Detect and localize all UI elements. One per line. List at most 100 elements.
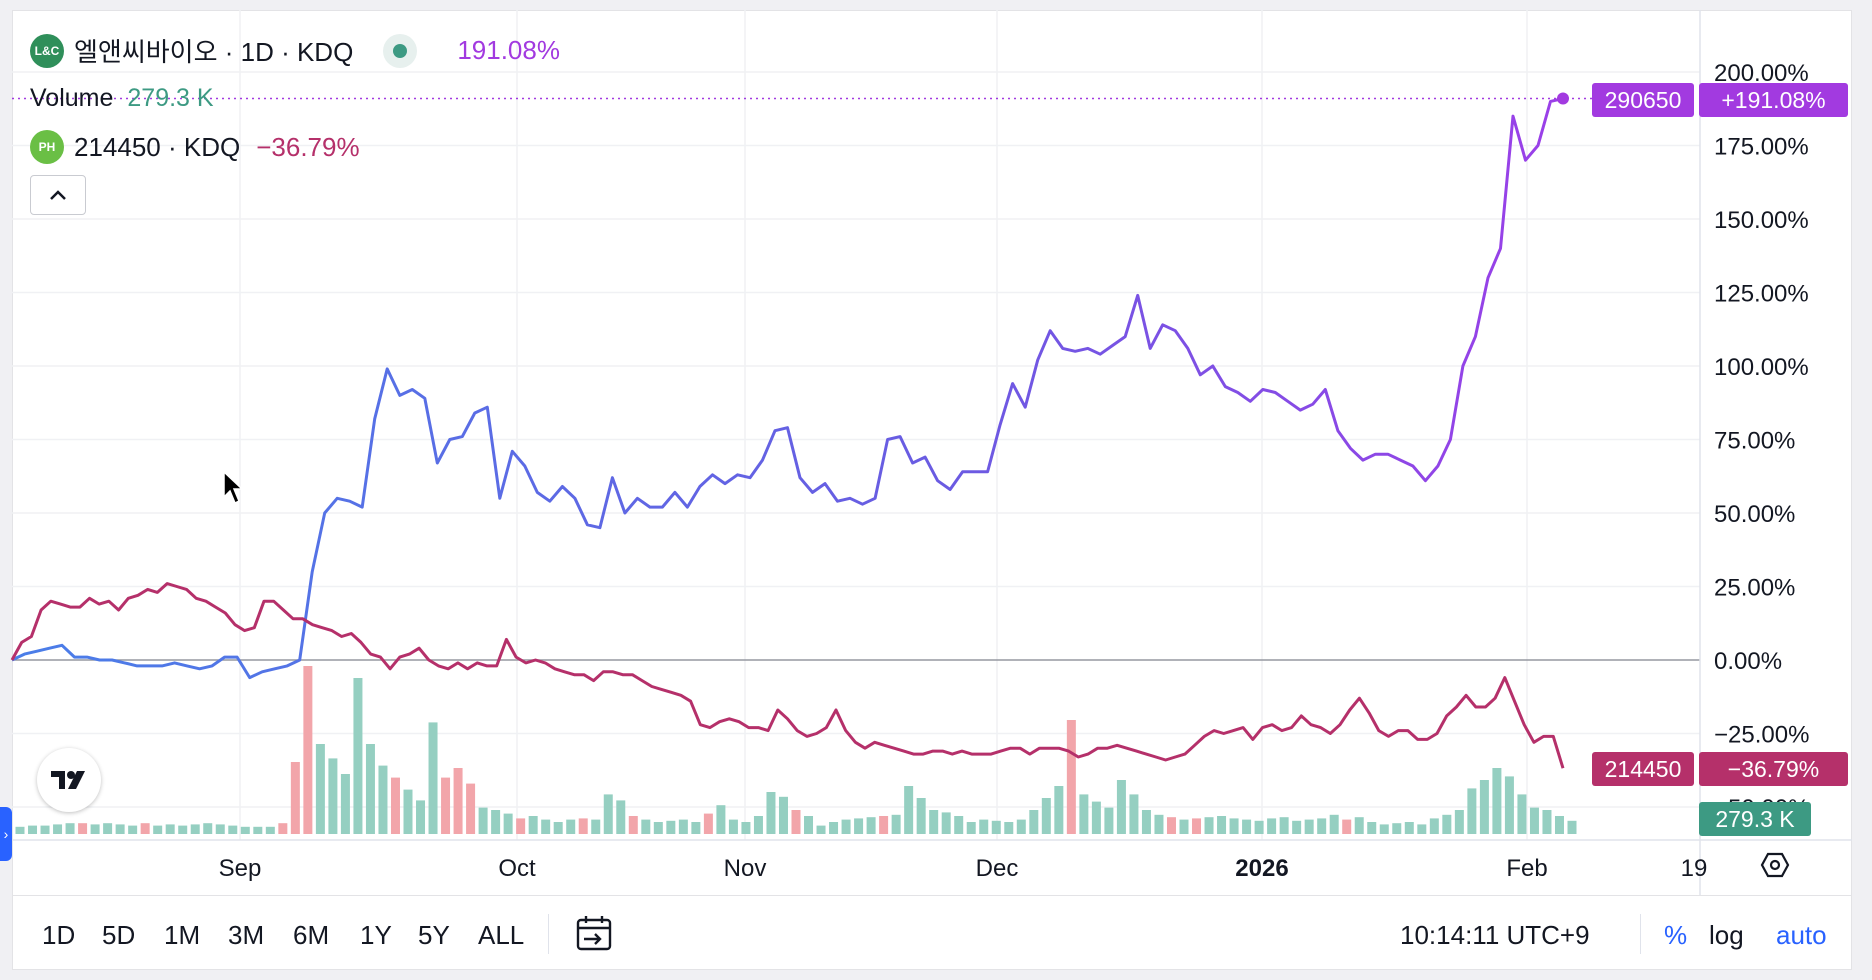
volume-bar (1217, 816, 1227, 834)
volume-bar (666, 820, 676, 834)
volume-bar (991, 820, 1001, 834)
series-lines (10, 92, 1569, 769)
volume-bar (365, 744, 375, 834)
toolbar-divider (548, 914, 549, 954)
volume-bar (716, 805, 726, 834)
volume-bar (53, 824, 63, 834)
volume-bar (1379, 824, 1389, 834)
volume-bar (1554, 816, 1564, 834)
range-all-button[interactable]: ALL (478, 920, 525, 950)
y-axis: 200.00% 175.00% 150.00% 125.00% 100.00% 75.00… (1699, 10, 1809, 895)
volume-bar (603, 794, 613, 834)
volume-bar (691, 822, 701, 834)
volume-bar (1091, 801, 1101, 834)
chevron-up-icon (50, 190, 66, 200)
x-axis-tick-label: 19 (1681, 855, 1708, 882)
volume-bar (1041, 798, 1051, 834)
volume-bar (290, 762, 300, 834)
compare-change-label: −36.79% (256, 131, 360, 162)
volume-bar (1467, 788, 1477, 834)
volume-bar (929, 810, 939, 834)
compare-logo-icon: PH (30, 130, 64, 164)
volume-bar (103, 823, 113, 834)
volume-bar (1242, 819, 1252, 834)
volume-bar (1154, 814, 1164, 834)
volume-bar (65, 823, 75, 834)
volume-bar (303, 666, 313, 834)
compare-series-legend[interactable]: PH 214450 · KDQ −36.79% (30, 130, 360, 164)
axis-settings-icon[interactable] (1760, 850, 1790, 880)
volume-bar (466, 783, 476, 834)
main-series-legend[interactable]: L&C 엘앤씨바이오 · 1D · KDQ 191.08% (30, 32, 560, 69)
main-series-line (11, 97, 1564, 680)
range-1y-button[interactable]: 1Y (360, 920, 392, 950)
volume-bar (1104, 807, 1114, 834)
volume-bar (78, 823, 88, 834)
volume-bar (678, 819, 688, 834)
volume-bar (1542, 810, 1552, 834)
x-axis-tick-label: Oct (498, 855, 536, 882)
volume-bars (15, 666, 1577, 834)
y-axis-tick-label: 75.00% (1714, 428, 1795, 455)
range-1d-button[interactable]: 1D (42, 920, 76, 950)
x-axis-tick-label: Nov (724, 855, 767, 882)
auto-scale-button[interactable]: auto (1776, 920, 1827, 950)
volume-bar (353, 678, 363, 834)
percent-scale-button[interactable]: % (1664, 920, 1688, 950)
mouse-cursor-icon (223, 470, 244, 505)
volume-bar (854, 818, 864, 834)
volume-bar (240, 826, 250, 834)
status-dot-icon[interactable] (383, 33, 418, 68)
volume-bar (1479, 780, 1489, 834)
range-5d-button[interactable]: 5D (102, 920, 136, 950)
volume-bar (1567, 820, 1577, 834)
range-6m-button[interactable]: 6M (293, 920, 330, 950)
y-axis-tick-label: 150.00% (1714, 207, 1809, 234)
range-5y-button[interactable]: 5Y (418, 920, 450, 950)
range-3m-button[interactable]: 3M (228, 920, 265, 950)
volume-bar (1342, 819, 1352, 834)
volume-bar (1279, 817, 1289, 834)
volume-bar (1417, 824, 1427, 834)
y-axis-tick-label: 25.00% (1714, 575, 1795, 602)
volume-bar (1054, 786, 1064, 834)
compare-symbol-label: 214450 · KDQ (74, 131, 241, 162)
volume-bar (816, 825, 826, 834)
calendar-range-icon[interactable] (574, 913, 614, 953)
volume-bar (879, 816, 889, 834)
volume-bar (553, 822, 563, 834)
volume-bar (1329, 814, 1339, 834)
main-change-tag: +191.08% (1699, 83, 1848, 117)
y-axis-tick-label: 50.00% (1714, 501, 1795, 528)
volume-bar (1079, 794, 1089, 834)
volume-bar (190, 824, 200, 834)
compare-change-tag: −36.79% (1699, 752, 1848, 786)
volume-bar (428, 722, 438, 834)
volume-bar (1317, 818, 1327, 834)
timezone-clock[interactable]: 10:14:11 UTC+9 (1400, 920, 1590, 950)
volume-bar (741, 822, 751, 834)
volume-bar (478, 807, 488, 834)
collapse-legend-button[interactable] (30, 175, 86, 215)
log-scale-button[interactable]: log (1709, 920, 1744, 950)
volume-bar (703, 813, 713, 834)
y-axis-tick-label: 0.00% (1714, 648, 1782, 675)
volume-bar (1292, 820, 1302, 834)
x-axis-tick-label: Feb (1506, 855, 1547, 882)
volume-bar (1004, 822, 1014, 834)
volume-bar (1066, 720, 1076, 834)
main-price-tag: 290650 (1592, 83, 1694, 117)
volume-bar (904, 786, 914, 834)
last-price-marker (1557, 92, 1569, 105)
expand-panel-tab[interactable]: › (0, 807, 12, 861)
volume-legend[interactable]: Volume 279.3 K (30, 84, 214, 113)
chevron-right-icon: › (3, 826, 9, 842)
volume-bar (1029, 810, 1039, 834)
range-1m-button[interactable]: 1M (164, 920, 201, 950)
volume-value: 279.3 K (127, 84, 214, 112)
volume-bar (390, 777, 400, 834)
bottom-toolbar: 1D 5D 1M 3M 6M 1Y 5Y ALL 10:14:11 UTC+9 … (12, 895, 1852, 970)
tradingview-logo-icon[interactable] (37, 748, 101, 812)
